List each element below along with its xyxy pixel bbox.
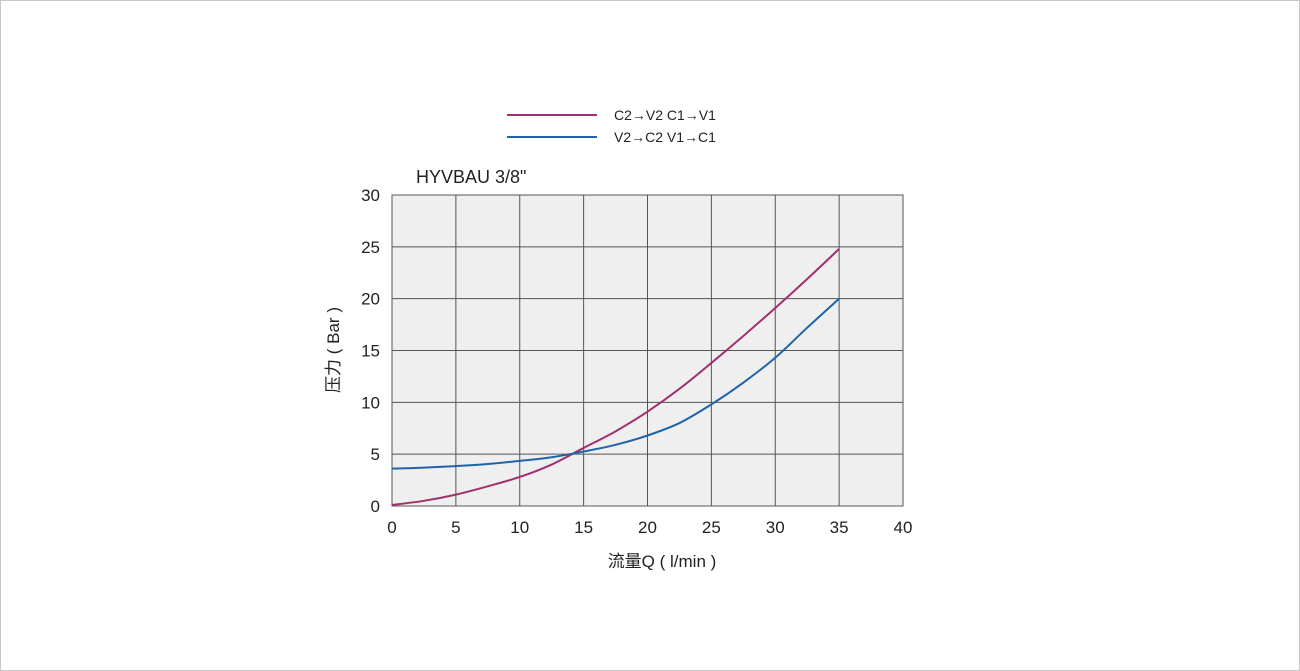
y-tick-label: 25 — [361, 238, 380, 257]
legend-label-series-1: C2→V2 C1→V1 — [614, 107, 716, 123]
y-tick-label: 30 — [361, 186, 380, 205]
legend-label-series-2: V2→C2 V1→C1 — [614, 129, 716, 145]
y-axis-label: 压力 ( Bar ) — [324, 307, 343, 393]
tick-labels: 0 5 10 15 20 25 30 35 40 0 5 10 15 20 25 30 — [361, 186, 912, 537]
x-tick-label: 10 — [510, 518, 529, 537]
grid-lines — [392, 195, 903, 506]
x-tick-label: 35 — [830, 518, 849, 537]
x-tick-label: 0 — [387, 518, 396, 537]
x-tick-label: 20 — [638, 518, 657, 537]
y-tick-label: 5 — [371, 445, 380, 464]
x-tick-label: 30 — [766, 518, 785, 537]
x-axis-label: 流量Q ( l/min ) — [608, 552, 717, 571]
x-tick-label: 5 — [451, 518, 460, 537]
y-tick-label: 20 — [361, 290, 380, 309]
y-tick-label: 10 — [361, 393, 380, 412]
series-line-2 — [391, 297, 840, 470]
x-tick-label: 25 — [702, 518, 721, 537]
y-tick-label: 15 — [361, 342, 380, 361]
series-line-1 — [391, 248, 840, 506]
y-tick-label: 0 — [371, 497, 380, 516]
legend: C2→V2 C1→V1 V2→C2 V1→C1 — [507, 107, 716, 145]
x-tick-label: 15 — [574, 518, 593, 537]
chart-title: HYVBAU 3/8" — [416, 167, 526, 187]
x-tick-label: 40 — [894, 518, 913, 537]
series-lines — [391, 248, 840, 506]
